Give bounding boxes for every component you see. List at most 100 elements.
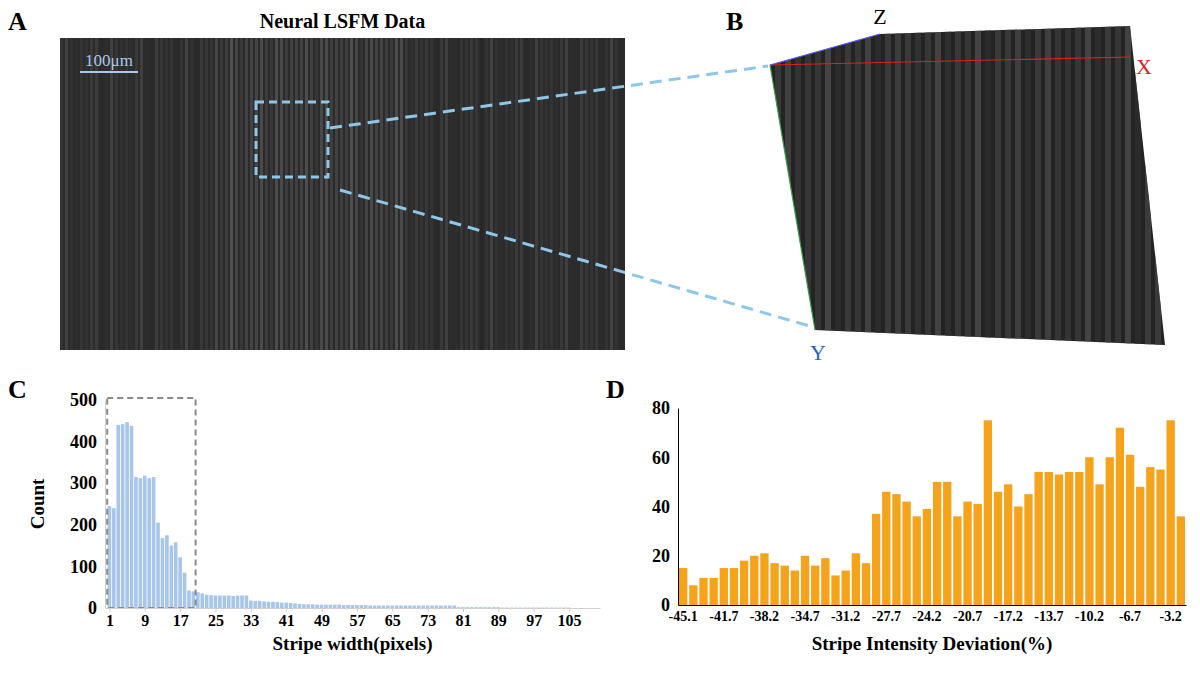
y-tick: 300: [70, 473, 105, 493]
bar: [760, 553, 768, 605]
bar: [156, 523, 160, 608]
volume-stripe: [1015, 20, 1021, 350]
y-tick: 20: [652, 546, 678, 566]
image-stripe: [490, 38, 493, 350]
panel-title: Neural LSFM Data: [260, 10, 426, 32]
x-tick-label: 1: [106, 612, 114, 629]
bar: [1085, 457, 1093, 605]
image-stripe: [295, 38, 298, 350]
x-tick-label: -20.7: [953, 609, 982, 624]
bar: [1075, 472, 1083, 605]
x-tick: -6.7: [1119, 605, 1141, 624]
bar: [262, 601, 266, 608]
image-stripe: [475, 38, 478, 350]
panel-letter: A: [8, 7, 27, 36]
bar: [227, 596, 231, 608]
image-stripe: [230, 38, 233, 350]
bar: [770, 563, 778, 605]
image-stripe: [125, 38, 128, 350]
volume-stripe: [1085, 20, 1091, 350]
y-tick-label: 0: [661, 595, 670, 615]
bar: [558, 607, 562, 608]
bars: [679, 420, 1185, 605]
volume-stripe: [885, 20, 891, 350]
y-tick: 80: [652, 398, 678, 418]
bar: [306, 604, 310, 608]
bar: [116, 425, 120, 608]
bar: [923, 509, 931, 605]
bar: [408, 606, 412, 608]
bar: [567, 607, 571, 608]
y-axis: 020406080: [652, 398, 679, 615]
bar: [426, 606, 430, 608]
bar: [536, 607, 540, 608]
x-tick: -27.7: [872, 605, 901, 624]
image-background: [60, 38, 625, 350]
bar: [699, 578, 707, 605]
bar: [781, 566, 789, 605]
image-stripe: [575, 38, 578, 350]
volume-stripe: [905, 20, 911, 350]
image-stripe: [470, 38, 473, 350]
x-tick: -41.7: [709, 605, 738, 624]
image-stripe: [445, 38, 448, 350]
bar: [501, 607, 505, 608]
bar: [913, 516, 921, 605]
bar: [125, 422, 129, 608]
x-axis: 191725334149576573818997105: [106, 608, 601, 629]
bar: [720, 568, 728, 605]
image-b: [770, 20, 1171, 350]
image-stripe: [380, 38, 383, 350]
bar: [130, 426, 134, 608]
image-stripe: [185, 38, 188, 350]
volume-stripe: [915, 20, 921, 350]
image-stripe: [180, 38, 183, 350]
x-tick-label: -45.1: [669, 609, 698, 624]
image-stripe: [495, 38, 498, 350]
y-tick: 200: [70, 515, 105, 535]
volume-stripe: [965, 20, 971, 350]
bar: [386, 606, 390, 608]
image-stripe: [440, 38, 443, 350]
zoom-box: [256, 102, 328, 177]
image-stripe: [360, 38, 363, 350]
bar: [1106, 457, 1114, 605]
bar: [466, 607, 470, 608]
image-stripe: [590, 38, 593, 350]
x-tick: 65: [385, 608, 401, 629]
y-axis-title: Count: [27, 478, 48, 529]
image-stripe: [225, 38, 228, 350]
bar: [709, 578, 717, 605]
bar: [1167, 420, 1175, 605]
bar: [1045, 472, 1053, 605]
image-stripe: [435, 38, 438, 350]
image-stripe: [450, 38, 453, 350]
x-tick: 33: [243, 608, 259, 629]
x-tick-label: -17.2: [994, 609, 1023, 624]
image-stripe: [90, 38, 93, 350]
bar: [470, 607, 474, 608]
x-tick: 41: [279, 608, 295, 629]
image-stripe: [525, 38, 528, 350]
image-stripe: [265, 38, 268, 350]
image-stripe: [130, 38, 133, 350]
bar: [377, 606, 381, 608]
x-tick-label: -13.7: [1034, 609, 1063, 624]
image-stripe: [600, 38, 603, 350]
bar: [293, 603, 297, 608]
bar: [245, 596, 249, 608]
x-tick-label: 81: [455, 612, 471, 629]
x-tick-label: 49: [314, 612, 330, 629]
bar: [572, 608, 576, 609]
bar: [390, 606, 394, 608]
x-tick: -31.2: [831, 605, 860, 624]
highlight-box: [107, 398, 195, 608]
bar: [831, 575, 839, 605]
bar: [315, 605, 319, 608]
image-stripe: [135, 38, 138, 350]
x-tick-label: 105: [558, 612, 582, 629]
bar: [1146, 467, 1154, 605]
x-tick: 97: [526, 608, 542, 629]
bar: [143, 476, 147, 608]
image-stripe: [220, 38, 223, 350]
